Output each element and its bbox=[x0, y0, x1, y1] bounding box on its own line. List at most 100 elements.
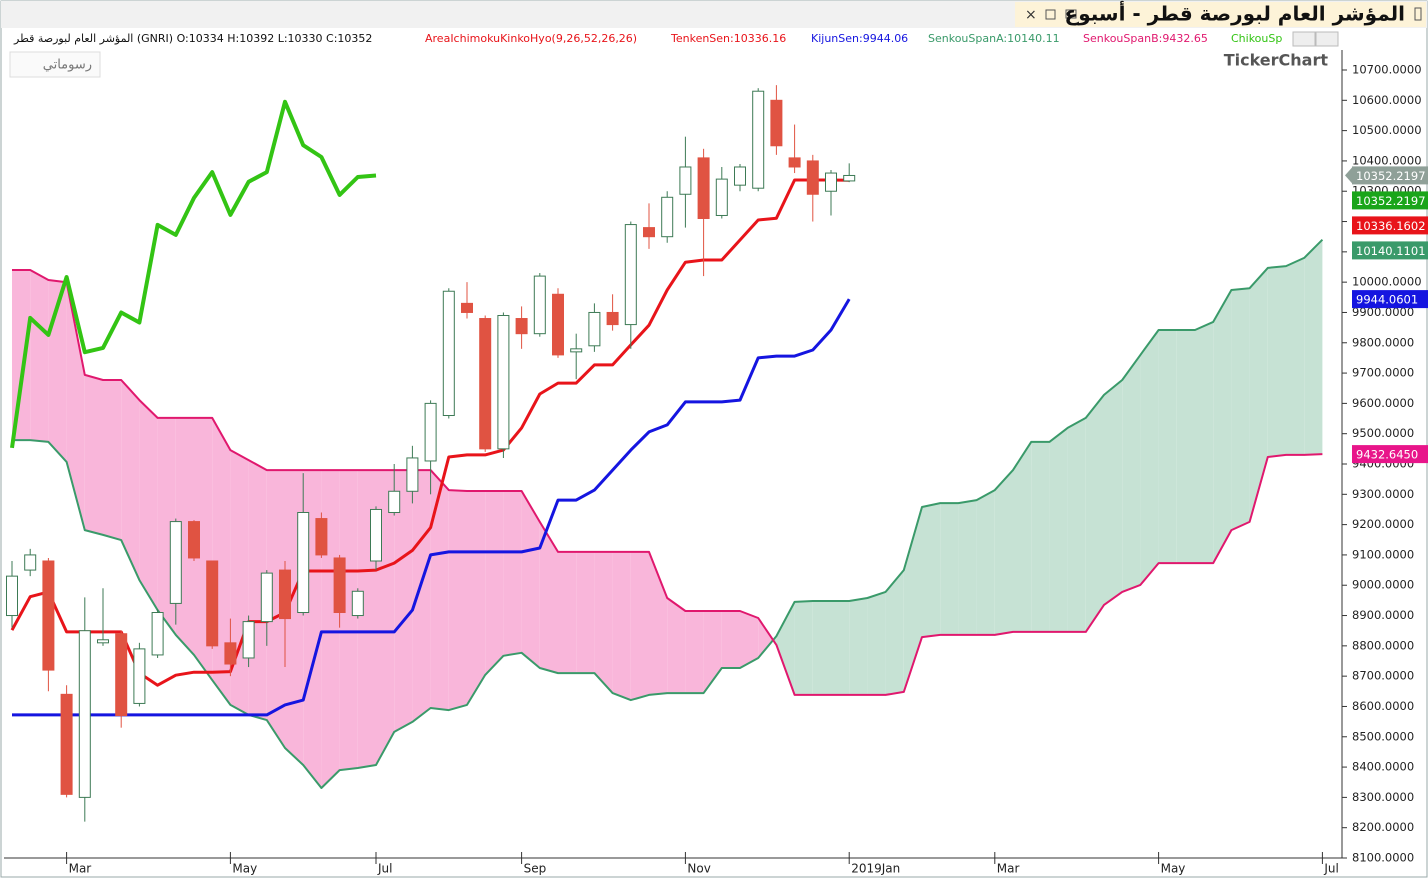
cloud-fill bbox=[594, 551, 613, 694]
cloud-fill bbox=[685, 610, 704, 694]
candle-body bbox=[260, 572, 273, 623]
cloud-fill bbox=[1158, 330, 1177, 564]
plot-area bbox=[6, 85, 1324, 822]
candle-body bbox=[533, 275, 546, 335]
cloud-fill bbox=[1013, 441, 1032, 632]
candle-body bbox=[788, 157, 801, 168]
y-tick-label: 10700.0000 bbox=[1352, 63, 1422, 77]
y-tick-label: 9300.0000 bbox=[1352, 487, 1414, 501]
cloud-fill bbox=[84, 374, 103, 535]
value-tag-label: 9944.0601 bbox=[1356, 293, 1418, 307]
candle-body bbox=[497, 314, 510, 450]
candle-body bbox=[479, 318, 492, 450]
cloud-fill bbox=[630, 551, 649, 701]
value-tag-label: 10336.1602 bbox=[1356, 219, 1426, 233]
candle-body bbox=[242, 621, 255, 659]
pin-icon[interactable] bbox=[1065, 9, 1077, 19]
chart-title: المؤشر العام لبورصة قطر - أسبوع bbox=[1065, 0, 1405, 26]
candle-body bbox=[643, 227, 655, 238]
window-icon bbox=[1414, 7, 1422, 21]
cloud-fill bbox=[1031, 441, 1050, 632]
candle-body bbox=[60, 693, 73, 795]
cloud-fill bbox=[885, 570, 904, 695]
restore-icon[interactable] bbox=[1045, 9, 1056, 20]
subtitle: المؤشر العام لبورصة قطر (GNRI) O:10334 H… bbox=[13, 32, 372, 45]
candle-body bbox=[606, 311, 619, 326]
candle-body bbox=[624, 224, 637, 326]
cloud-fill bbox=[30, 270, 49, 442]
candle-body bbox=[333, 557, 346, 614]
value-tag bbox=[1352, 290, 1428, 309]
candle-body bbox=[206, 560, 219, 647]
cloud-fill bbox=[612, 551, 631, 701]
y-tick-label: 8300.0000 bbox=[1352, 790, 1414, 804]
candle-body bbox=[715, 178, 728, 216]
cloud-fill bbox=[976, 490, 995, 635]
line-series bbox=[10, 99, 377, 449]
y-tick-label: 8400.0000 bbox=[1352, 760, 1414, 774]
cloud-fill bbox=[776, 601, 795, 695]
y-tick-label: 8100.0000 bbox=[1352, 851, 1414, 865]
cloud-fill bbox=[1304, 239, 1323, 455]
value-tag bbox=[1352, 166, 1428, 185]
candle-body bbox=[734, 166, 746, 186]
candle-body bbox=[806, 160, 819, 195]
line-series bbox=[12, 269, 1323, 696]
legend-entry: SenkouSpanB:9432.65 bbox=[1083, 32, 1208, 45]
x-tick-label: May bbox=[232, 862, 257, 876]
x-tick-label: Sep bbox=[524, 862, 547, 876]
drawings-button[interactable] bbox=[9, 51, 101, 78]
cloud-fill bbox=[740, 610, 759, 668]
candle-body bbox=[78, 630, 91, 798]
cloud-fill bbox=[903, 507, 922, 692]
drawings-button-label[interactable]: رسوماتي bbox=[43, 58, 92, 73]
y-tick-label: 9800.0000 bbox=[1352, 335, 1414, 349]
candle-body bbox=[406, 457, 419, 492]
y-tick-label: 10600.0000 bbox=[1352, 93, 1422, 107]
cloud-fill bbox=[794, 600, 813, 695]
y-tick-label: 8700.0000 bbox=[1352, 669, 1414, 683]
x-tick-label: May bbox=[1161, 862, 1186, 876]
cloud-fill bbox=[1195, 321, 1214, 564]
legend-entry: ChikouSp bbox=[1231, 32, 1282, 45]
cloud-fill bbox=[812, 600, 831, 695]
candle-body bbox=[133, 648, 146, 704]
value-tag-label: 10140.1101 bbox=[1356, 244, 1426, 258]
candle-body bbox=[770, 99, 783, 147]
panel-button[interactable] bbox=[1292, 31, 1316, 47]
value-tag bbox=[1352, 216, 1428, 235]
cloud-fill bbox=[521, 490, 540, 668]
candle-body bbox=[6, 575, 18, 617]
close-icon[interactable]: × bbox=[1025, 7, 1037, 23]
cloud-fill bbox=[1176, 330, 1195, 564]
cloud-fill bbox=[412, 470, 431, 722]
line-series bbox=[10, 178, 850, 687]
y-tick-label: 9600.0000 bbox=[1352, 396, 1414, 410]
cloud-fill bbox=[1067, 417, 1086, 632]
x-tick-label: Mar bbox=[69, 862, 92, 876]
title-highlight bbox=[1015, 2, 1426, 27]
cloud-fill bbox=[1231, 288, 1250, 531]
cloud-fill bbox=[1049, 427, 1068, 632]
candle-body bbox=[570, 348, 583, 353]
cloud-fill bbox=[103, 380, 122, 541]
candle-body bbox=[297, 511, 310, 614]
legend-entry: KijunSen:9944.06 bbox=[811, 32, 908, 45]
candle-body bbox=[351, 590, 364, 617]
cloud-fill bbox=[430, 470, 449, 711]
panel-button[interactable] bbox=[1315, 31, 1339, 47]
candle-body bbox=[97, 639, 109, 644]
candle-body bbox=[42, 560, 55, 671]
candle-body bbox=[679, 166, 692, 195]
cloud-fill bbox=[266, 470, 285, 748]
y-tick-label: 9700.0000 bbox=[1352, 366, 1414, 380]
candle-body bbox=[697, 157, 710, 220]
candle-body bbox=[24, 554, 37, 571]
candle-body bbox=[588, 311, 601, 347]
cloud-fill bbox=[1104, 380, 1123, 605]
cloud-fill bbox=[1249, 267, 1268, 522]
y-tick-label: 8200.0000 bbox=[1352, 820, 1414, 834]
value-tag-label: 10352.2197 bbox=[1356, 194, 1426, 208]
x-tick-label: Jul bbox=[377, 862, 392, 876]
